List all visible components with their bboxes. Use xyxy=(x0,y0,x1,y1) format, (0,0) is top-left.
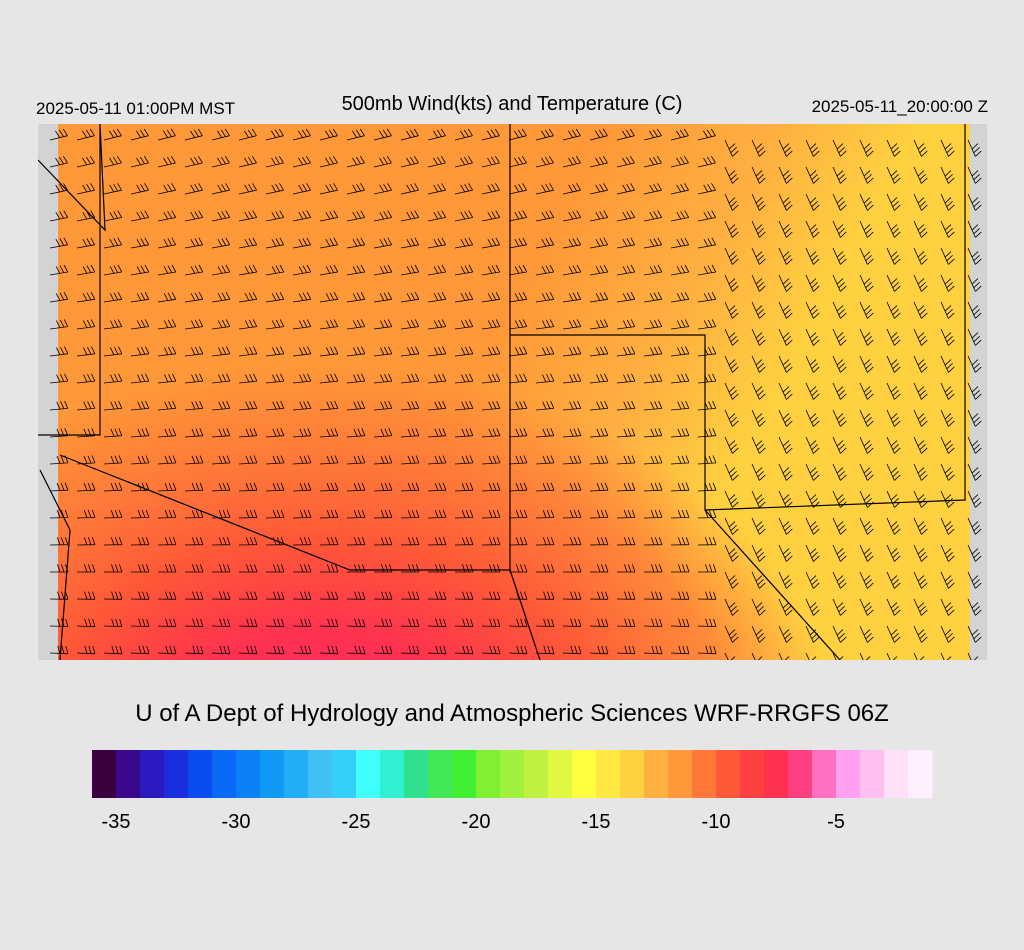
colorbar-swatch xyxy=(476,750,501,798)
colorbar-swatch xyxy=(740,750,765,798)
colorbar-swatch xyxy=(404,750,429,798)
title: 500mb Wind(kts) and Temperature (C) xyxy=(342,93,683,115)
colorbar-tick-label: -5 xyxy=(827,811,845,833)
colorbar-swatch xyxy=(524,750,549,798)
colorbar-tick-label: -20 xyxy=(462,811,491,833)
wind-barbs xyxy=(49,128,982,660)
colorbar-swatch xyxy=(188,750,213,798)
colorbar-swatch xyxy=(692,750,717,798)
colorbar-swatch xyxy=(308,750,333,798)
colorbar-swatch xyxy=(452,750,477,798)
colorbar-swatch xyxy=(860,750,885,798)
valid-time-utc: 2025-05-11_20:00:00 Z xyxy=(812,97,988,116)
colorbar-tick-label: -25 xyxy=(342,811,371,833)
colorbar-swatch xyxy=(644,750,669,798)
colorbar-swatch xyxy=(332,750,357,798)
map xyxy=(38,124,987,660)
colorbar-swatch xyxy=(140,750,165,798)
colorbar-swatch xyxy=(836,750,861,798)
colorbar-tick-label: -30 xyxy=(222,811,251,833)
colorbar-swatch xyxy=(548,750,573,798)
colorbar-swatch xyxy=(500,750,525,798)
colorbar-swatch xyxy=(284,750,309,798)
colorbar-tick-label: -15 xyxy=(582,811,611,833)
colorbar-swatch xyxy=(164,750,189,798)
colorbar-tick-label: -35 xyxy=(102,811,131,833)
colorbar-swatch xyxy=(668,750,693,798)
colorbar-swatch xyxy=(716,750,741,798)
colorbar-swatch xyxy=(212,750,237,798)
colorbar-swatch xyxy=(812,750,837,798)
colorbar-swatch xyxy=(908,750,933,798)
colorbar-swatch xyxy=(116,750,141,798)
colorbar: -35 -30 -25 -20 -15 -10 -5 xyxy=(92,750,933,833)
colorbar-swatch xyxy=(356,750,381,798)
colorbar-tick-label: -10 xyxy=(702,811,731,833)
colorbar-swatch xyxy=(380,750,405,798)
colorbar-swatch xyxy=(620,750,645,798)
credit: U of A Dept of Hydrology and Atmospheric… xyxy=(135,700,889,727)
colorbar-swatch xyxy=(572,750,597,798)
colorbar-swatch xyxy=(92,750,117,798)
valid-time-local: 2025-05-11 01:00PM MST xyxy=(36,99,235,118)
colorbar-swatch xyxy=(884,750,909,798)
colorbar-swatch xyxy=(428,750,453,798)
colorbar-swatch xyxy=(260,750,285,798)
colorbar-swatch xyxy=(596,750,621,798)
colorbar-swatch xyxy=(764,750,789,798)
colorbar-swatch xyxy=(236,750,261,798)
colorbar-swatch xyxy=(788,750,813,798)
